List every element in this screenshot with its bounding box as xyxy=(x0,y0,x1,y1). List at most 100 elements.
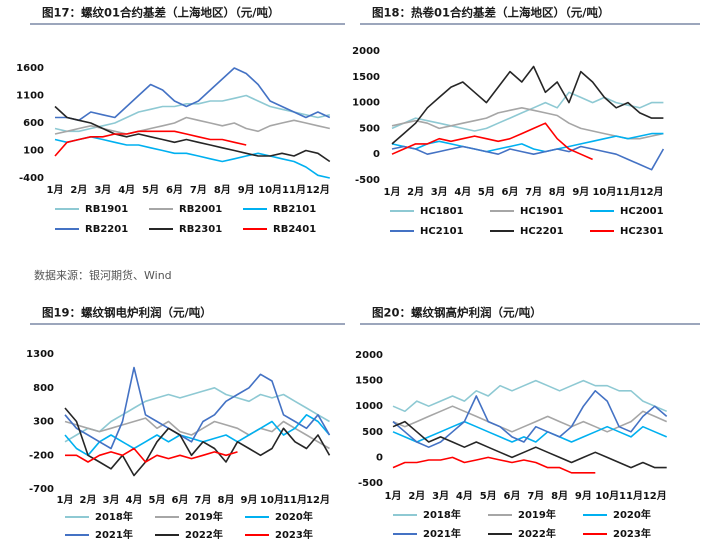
x-tick-label: 9月 xyxy=(572,186,589,198)
x-tick-label: 7月 xyxy=(527,490,544,502)
series-line xyxy=(64,387,330,443)
legend-label: RB2201 xyxy=(85,224,128,235)
x-tick-label: 2月 xyxy=(80,494,97,506)
chart-title: 图18：热卷01合约基差（上海地区）（元/吨） xyxy=(372,6,609,20)
x-tick-label: 7月 xyxy=(195,494,212,506)
x-tick-label: 8月 xyxy=(218,494,235,506)
x-tick-label: 5月 xyxy=(478,186,495,198)
x-tick-label: 10月 xyxy=(592,186,616,198)
y-tick-label: -200 xyxy=(29,450,54,461)
series-line xyxy=(64,366,331,450)
x-tick-label: 11月 xyxy=(616,186,640,198)
series-line xyxy=(392,420,668,443)
chart-title: 图19：螺纹钢电炉利润（元/吨） xyxy=(42,306,212,320)
x-tick-label: 4月 xyxy=(126,494,143,506)
series-line xyxy=(64,407,331,477)
x-tick-label: 4月 xyxy=(456,490,473,502)
series-line xyxy=(54,105,331,163)
x-tick-label: 4月 xyxy=(118,184,135,196)
x-tick-label: 3月 xyxy=(431,186,448,198)
legend-label: HC2001 xyxy=(620,206,664,217)
x-tick-label: 1月 xyxy=(57,494,74,506)
x-tick-label: 3月 xyxy=(94,184,111,196)
x-tick-label: 12月 xyxy=(306,184,330,196)
y-tick-label: 1300 xyxy=(26,349,54,360)
x-tick-label: 7月 xyxy=(525,186,542,198)
series-line xyxy=(391,107,664,140)
x-tick-label: 8月 xyxy=(214,184,231,196)
legend-label: HC1901 xyxy=(520,206,564,217)
x-tick-label: 9月 xyxy=(575,490,592,502)
chart-title: 图20：螺纹钢高炉利润（元/吨） xyxy=(372,306,542,320)
legend-label: HC2201 xyxy=(520,226,564,237)
series-line xyxy=(391,132,664,153)
x-tick-label: 3月 xyxy=(103,494,120,506)
legend-label: 2019年 xyxy=(185,510,223,523)
series-line xyxy=(65,447,238,463)
series-line xyxy=(55,67,331,122)
x-tick-label: 11月 xyxy=(283,494,307,506)
legend-label: 2019年 xyxy=(518,508,556,521)
y-tick-label: -500 xyxy=(358,478,383,489)
y-tick-label: -400 xyxy=(19,173,44,184)
legend-label: 2021年 xyxy=(95,528,133,541)
y-tick-label: 1000 xyxy=(355,401,383,412)
y-tick-label: -700 xyxy=(29,484,54,495)
legend-label: 2020年 xyxy=(275,510,313,523)
series-line xyxy=(391,122,593,161)
x-tick-label: 2月 xyxy=(408,490,425,502)
legend-label: 2023年 xyxy=(275,528,313,541)
x-tick-label: 9月 xyxy=(238,184,255,196)
x-tick-label: 8月 xyxy=(549,186,566,198)
y-tick-label: 2000 xyxy=(352,46,380,57)
legend-label: 2022年 xyxy=(185,528,223,541)
x-tick-label: 8月 xyxy=(551,490,568,502)
legend-label: RB2401 xyxy=(273,224,316,235)
series-line xyxy=(391,91,664,132)
x-tick-label: 10月 xyxy=(258,184,282,196)
y-tick-label: 0 xyxy=(373,149,380,160)
y-tick-label: 0 xyxy=(376,452,383,463)
legend-label: 2018年 xyxy=(423,508,461,521)
x-tick-label: 7月 xyxy=(190,184,207,196)
chart-title: 图17：螺纹01合约基差（上海地区）（元/吨） xyxy=(42,6,279,20)
x-tick-label: 12月 xyxy=(306,494,330,506)
x-tick-label: 2月 xyxy=(70,184,87,196)
series-line xyxy=(391,145,665,171)
series-line xyxy=(392,456,596,474)
x-tick-label: 12月 xyxy=(640,186,664,198)
y-tick-label: 800 xyxy=(33,383,54,394)
series-line xyxy=(392,390,668,448)
x-tick-label: 10月 xyxy=(595,490,619,502)
x-tick-label: 12月 xyxy=(643,490,667,502)
x-tick-label: 3月 xyxy=(432,490,449,502)
y-tick-label: -500 xyxy=(355,175,380,186)
x-tick-label: 6月 xyxy=(504,490,521,502)
y-tick-label: 1500 xyxy=(352,72,380,83)
y-tick-label: 1100 xyxy=(16,91,44,102)
y-tick-label: 600 xyxy=(23,118,44,129)
legend-label: RB1901 xyxy=(85,204,128,215)
y-tick-label: 500 xyxy=(359,123,380,134)
legend-label: HC2301 xyxy=(620,226,664,237)
x-tick-label: 11月 xyxy=(619,490,643,502)
x-tick-label: 11月 xyxy=(282,184,306,196)
series-line xyxy=(392,405,668,433)
x-tick-label: 1月 xyxy=(384,186,401,198)
y-tick-label: 1500 xyxy=(355,376,383,387)
y-tick-label: 500 xyxy=(362,427,383,438)
x-tick-label: 4月 xyxy=(454,186,471,198)
x-tick-label: 9月 xyxy=(241,494,258,506)
series-line xyxy=(392,420,667,469)
source-note: 数据来源：银河期货、Wind xyxy=(34,268,172,282)
legend-label: HC2101 xyxy=(420,226,464,237)
y-tick-label: 2000 xyxy=(355,350,383,361)
x-tick-label: 6月 xyxy=(502,186,519,198)
x-tick-label: 6月 xyxy=(166,184,183,196)
legend-label: 2022年 xyxy=(518,527,556,540)
legend-label: 2018年 xyxy=(95,510,133,523)
series-line xyxy=(54,136,330,179)
legend-label: RB2101 xyxy=(273,204,316,215)
legend-label: RB2001 xyxy=(179,204,222,215)
